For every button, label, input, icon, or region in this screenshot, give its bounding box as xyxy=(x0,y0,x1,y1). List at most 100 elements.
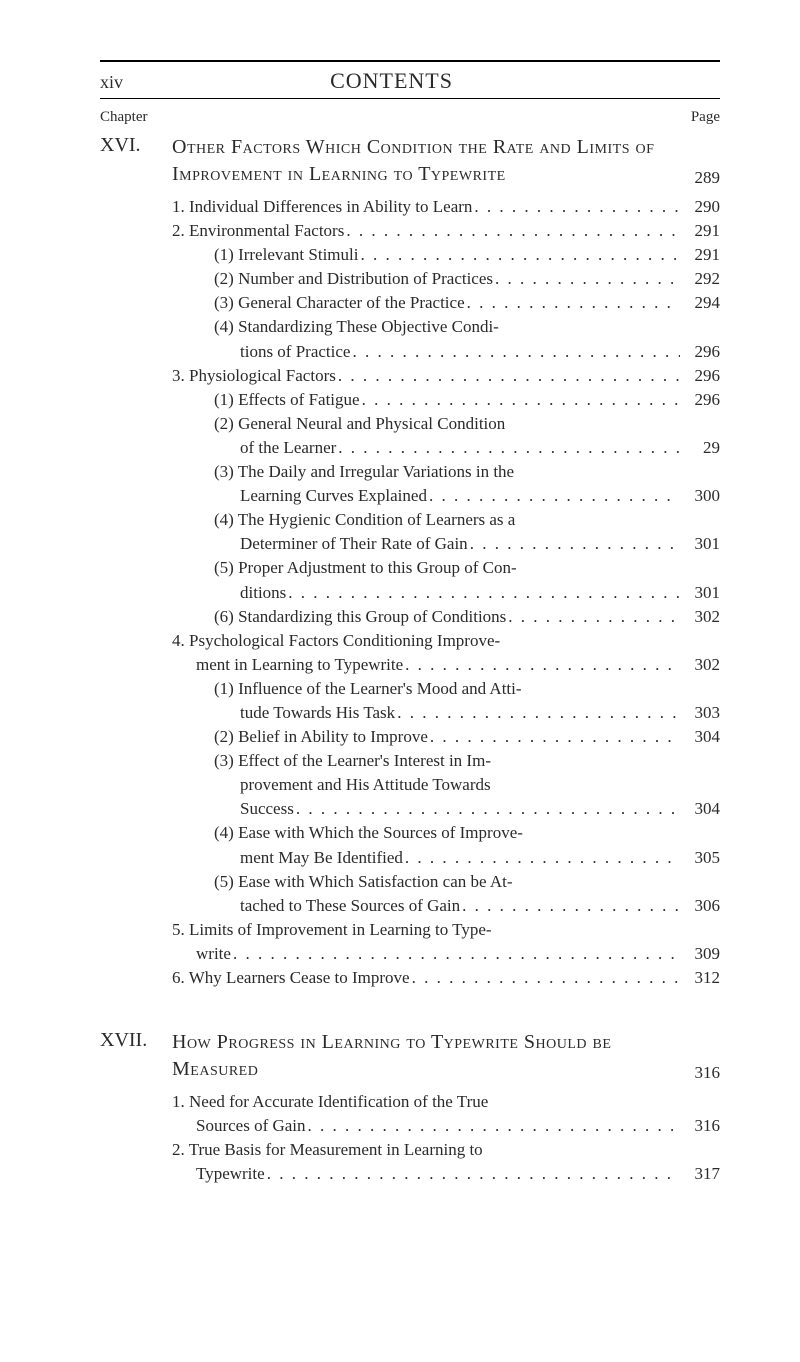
chapter-title: Other Factors Which Condition the Rate a… xyxy=(172,134,683,188)
entry-page: 290 xyxy=(680,196,720,218)
entry-label: (2) Belief in Ability to Improve xyxy=(172,726,680,748)
entry-row: ditions301 xyxy=(172,582,720,604)
entries-list: 1. Need for Accurate Identification of t… xyxy=(172,1091,720,1185)
entry-label: ment in Learning to Typewrite xyxy=(172,654,680,676)
entry-row: 1. Individual Differences in Ability to … xyxy=(172,196,720,218)
entry-label: (6) Standardizing this Group of Conditio… xyxy=(172,606,680,628)
content-area: XVI.Other Factors Which Condition the Ra… xyxy=(100,134,720,1187)
entry-label: (5) Proper Adjustment to this Group of C… xyxy=(172,557,680,579)
entry-row: (1) Effects of Fatigue296 xyxy=(172,389,720,411)
entry-row: Sources of Gain316 xyxy=(172,1115,720,1137)
entry-label: 5. Limits of Improvement in Learning to … xyxy=(172,919,680,941)
page-label: Page xyxy=(691,109,720,126)
entry-row: write309 xyxy=(172,943,720,965)
chapter-body: Other Factors Which Condition the Rate a… xyxy=(172,134,720,991)
entry-label: 2. True Basis for Measurement in Learnin… xyxy=(172,1139,680,1161)
entry-row: tions of Practice296 xyxy=(172,341,720,363)
entry-page: 316 xyxy=(680,1115,720,1137)
chapter-page: 316 xyxy=(695,1063,721,1083)
entry-row: (5) Ease with Which Satisfaction can be … xyxy=(172,871,720,893)
entry-label: (3) The Daily and Irregular Variations i… xyxy=(172,461,680,483)
entry-label: ment May Be Identified xyxy=(172,847,680,869)
header-row: xiv CONTENTS xyxy=(100,68,720,99)
entry-label: Determiner of Their Rate of Gain xyxy=(172,533,680,555)
entry-row: Learning Curves Explained300 xyxy=(172,485,720,507)
chapter-page: 289 xyxy=(695,168,721,188)
entry-page: 301 xyxy=(680,533,720,555)
entry-row: (2) General Neural and Physical Conditio… xyxy=(172,413,720,435)
entry-page: 292 xyxy=(680,268,720,290)
entry-label: 3. Physiological Factors xyxy=(172,365,680,387)
entry-row: (4) Standardizing These Objective Condi- xyxy=(172,316,720,338)
entry-page: 306 xyxy=(680,895,720,917)
entry-row: 2. True Basis for Measurement in Learnin… xyxy=(172,1139,720,1161)
entry-page: 296 xyxy=(680,389,720,411)
chapter-title: How Progress in Learning to Typewrite Sh… xyxy=(172,1029,683,1083)
chapter-label: Chapter xyxy=(100,109,147,126)
entry-row: 4. Psychological Factors Conditioning Im… xyxy=(172,630,720,652)
entry-label: (3) Effect of the Learner's Interest in … xyxy=(172,750,680,772)
entry-row: (4) Ease with Which the Sources of Impro… xyxy=(172,822,720,844)
entry-label: tached to These Sources of Gain xyxy=(172,895,680,917)
chapter-block: XVII.How Progress in Learning to Typewri… xyxy=(100,1029,720,1187)
entry-row: (2) Belief in Ability to Improve304 xyxy=(172,726,720,748)
entry-label: tions of Practice xyxy=(172,341,680,363)
entry-label: (4) The Hygienic Condition of Learners a… xyxy=(172,509,680,531)
entry-row: (6) Standardizing this Group of Conditio… xyxy=(172,606,720,628)
chapter-block: XVI.Other Factors Which Condition the Ra… xyxy=(100,134,720,991)
chapter-spacer xyxy=(100,1001,720,1029)
entry-row: Typewrite317 xyxy=(172,1163,720,1185)
entries-list: 1. Individual Differences in Ability to … xyxy=(172,196,720,989)
entry-label: 6. Why Learners Cease to Improve xyxy=(172,967,680,989)
entry-row: of the Learner29 xyxy=(172,437,720,459)
entry-row: 2. Environmental Factors291 xyxy=(172,220,720,242)
entry-page: 305 xyxy=(680,847,720,869)
entry-label: (4) Standardizing These Objective Condi- xyxy=(172,316,680,338)
entry-label: 4. Psychological Factors Conditioning Im… xyxy=(172,630,680,652)
chapter-title-row: Other Factors Which Condition the Rate a… xyxy=(172,134,720,188)
entry-label: (2) Number and Distribution of Practices xyxy=(172,268,680,290)
entry-row: Determiner of Their Rate of Gain301 xyxy=(172,533,720,555)
entry-row: (3) The Daily and Irregular Variations i… xyxy=(172,461,720,483)
chapter-number: XVII. xyxy=(100,1029,172,1187)
entry-page: 312 xyxy=(680,967,720,989)
entry-label: (4) Ease with Which the Sources of Impro… xyxy=(172,822,680,844)
entry-row: 3. Physiological Factors296 xyxy=(172,365,720,387)
entry-label: (2) General Neural and Physical Conditio… xyxy=(172,413,680,435)
entry-row: (1) Irrelevant Stimuli291 xyxy=(172,244,720,266)
entry-page: 317 xyxy=(680,1163,720,1185)
entry-label: ditions xyxy=(172,582,680,604)
entry-page: 296 xyxy=(680,365,720,387)
entry-page: 29 xyxy=(680,437,720,459)
entry-row: (3) General Character of the Practice294 xyxy=(172,292,720,314)
entry-page: 309 xyxy=(680,943,720,965)
entry-label: (3) General Character of the Practice xyxy=(172,292,680,314)
entry-page: 304 xyxy=(680,726,720,748)
entry-page: 291 xyxy=(680,220,720,242)
entry-label: provement and His Attitude Towards xyxy=(172,774,680,796)
entry-label: write xyxy=(172,943,680,965)
entry-row: 6. Why Learners Cease to Improve312 xyxy=(172,967,720,989)
entry-row: tached to These Sources of Gain306 xyxy=(172,895,720,917)
entry-row: ment May Be Identified305 xyxy=(172,847,720,869)
entry-row: tude Towards His Task303 xyxy=(172,702,720,724)
entry-row: (5) Proper Adjustment to this Group of C… xyxy=(172,557,720,579)
header-title: CONTENTS xyxy=(93,68,690,94)
entry-page: 303 xyxy=(680,702,720,724)
entry-label: 1. Need for Accurate Identification of t… xyxy=(172,1091,680,1113)
entry-row: 5. Limits of Improvement in Learning to … xyxy=(172,919,720,941)
entry-page: 301 xyxy=(680,582,720,604)
entry-row: (3) Effect of the Learner's Interest in … xyxy=(172,750,720,772)
entry-label: tude Towards His Task xyxy=(172,702,680,724)
entry-page: 300 xyxy=(680,485,720,507)
entry-label: 1. Individual Differences in Ability to … xyxy=(172,196,680,218)
entry-label: Learning Curves Explained xyxy=(172,485,680,507)
entry-row: provement and His Attitude Towards xyxy=(172,774,720,796)
entry-label: (1) Effects of Fatigue xyxy=(172,389,680,411)
entry-label: Success xyxy=(172,798,680,820)
entry-page: 302 xyxy=(680,606,720,628)
sub-header-row: Chapter Page xyxy=(100,109,720,126)
entry-label: Sources of Gain xyxy=(172,1115,680,1137)
entry-row: (1) Influence of the Learner's Mood and … xyxy=(172,678,720,700)
chapter-number: XVI. xyxy=(100,134,172,991)
